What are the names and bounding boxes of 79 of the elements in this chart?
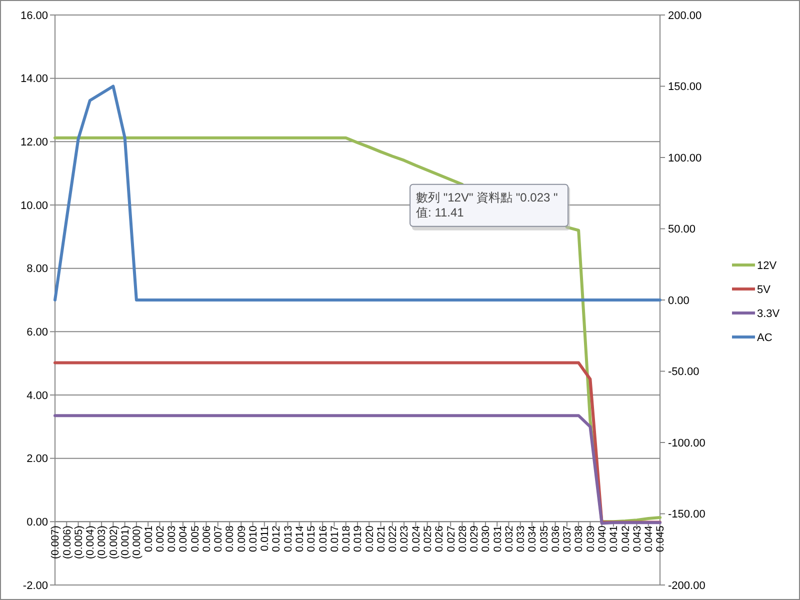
x-tick-label: (0.005) [72, 526, 85, 559]
x-tick-label: 0.041 [608, 526, 620, 552]
x-tick-label: 0.001 [142, 526, 155, 552]
y2-tick-label: 50.00 [668, 224, 696, 236]
x-tick-label: 0.032 [503, 526, 516, 552]
x-tick-label: 0.038 [573, 526, 586, 552]
x-tick-label: 0.005 [189, 526, 202, 552]
y2-tick-label: -100.00 [668, 437, 706, 450]
x-tick-label: 0.044 [643, 526, 656, 552]
y-tick-label: 6.00 [26, 326, 48, 339]
x-tick-label: 0.021 [375, 526, 388, 552]
y-tick-label: 12.00 [20, 136, 48, 149]
x-tick-label: 0.018 [340, 526, 353, 552]
x-tick-label: 0.015 [306, 526, 318, 552]
y-tick-label: 0.00 [26, 516, 48, 529]
x-tick-label: 0.028 [456, 526, 469, 552]
x-tick-label: 0.030 [480, 526, 492, 552]
x-tick-label: (0.006) [61, 526, 74, 559]
x-tick-label: 0.031 [492, 526, 504, 552]
y2-tick-label: 150.00 [668, 81, 702, 94]
y-tick-label: 10.00 [20, 200, 48, 212]
y-tick-label: -2.00 [22, 580, 48, 592]
x-tick-label: 0.019 [352, 526, 364, 552]
y-tick-label: 16.00 [20, 10, 48, 22]
x-tick-label: 0.004 [178, 526, 190, 552]
x-tick-label: 0.010 [247, 526, 260, 552]
x-tick-label: (0.003) [96, 526, 108, 559]
x-tick-label: 0.007 [212, 526, 225, 552]
line-series [54, 84, 662, 302]
x-tick-label: 0.025 [422, 526, 434, 552]
x-tick-label: 0.020 [364, 526, 376, 552]
x-tick-label: 0.037 [562, 526, 574, 552]
x-tick-label: 0.022 [387, 526, 400, 552]
x-tick-label: 0.034 [526, 526, 539, 552]
x-tick-label: 0.029 [468, 526, 481, 552]
x-tick-label: (0.000) [131, 526, 144, 559]
y2-tick-label: 0.00 [668, 294, 690, 307]
x-tick-label: 0.013 [282, 526, 294, 552]
x-tick-label: 0.002 [154, 526, 166, 552]
x-tick-label: 0.027 [445, 526, 458, 552]
x-tick-label: 0.008 [224, 526, 236, 552]
y-tick-label: 8.00 [26, 263, 48, 276]
x-tick-label: (0.002) [108, 526, 120, 559]
x-tick-label: 0.017 [328, 526, 341, 552]
x-tick-label: 0.043 [631, 526, 644, 552]
annotation: 數列 "12V" 資料點 "0.023 " 值: 11.41 [416, 190, 558, 220]
y-tick-label: 2.00 [26, 453, 48, 466]
legend-label: AC [757, 332, 772, 344]
x-tick-label: 0.006 [200, 526, 213, 552]
line-series [54, 414, 662, 525]
x-tick-label: 0.036 [550, 526, 562, 552]
y2-tick-label: -200.00 [668, 580, 706, 592]
x-tick-label: 0.045 [654, 526, 667, 552]
x-tick-label: 0.014 [294, 526, 306, 552]
legend-label: 3.3V [757, 308, 780, 320]
y-tick-label: 14.00 [20, 73, 48, 86]
y2-tick-label: 200.00 [668, 10, 702, 22]
x-tick-label: 0.035 [538, 526, 550, 552]
y2-tick-label: 100.00 [668, 152, 702, 164]
x-tick-label: 0.040 [596, 526, 608, 552]
x-tick-label: 0.012 [270, 526, 283, 552]
x-tick-label: 0.026 [434, 526, 446, 552]
x-tick-label: 0.011 [259, 526, 272, 552]
x-tick-label: 0.003 [166, 526, 178, 552]
x-tick-label: 0.039 [584, 526, 597, 552]
y-tick-label: 4.00 [26, 390, 48, 402]
x-tick-label: (0.004) [84, 526, 97, 559]
legend-label: 12V [757, 260, 778, 272]
x-tick-label: 0.042 [620, 526, 632, 552]
y2-tick-label: -150.00 [668, 508, 706, 521]
x-tick-label: 0.033 [515, 526, 528, 552]
x-tick-label: (0.007) [50, 526, 62, 559]
x-tick-label: 0.024 [410, 526, 422, 552]
legend-label: 5V [757, 284, 772, 296]
y2-tick-label: -50.00 [668, 366, 700, 378]
x-tick-label: (0.001) [119, 526, 132, 559]
x-tick-label: 0.009 [236, 526, 248, 552]
x-tick-label: 0.016 [317, 526, 330, 552]
x-tick-label: 0.023 [398, 526, 411, 552]
